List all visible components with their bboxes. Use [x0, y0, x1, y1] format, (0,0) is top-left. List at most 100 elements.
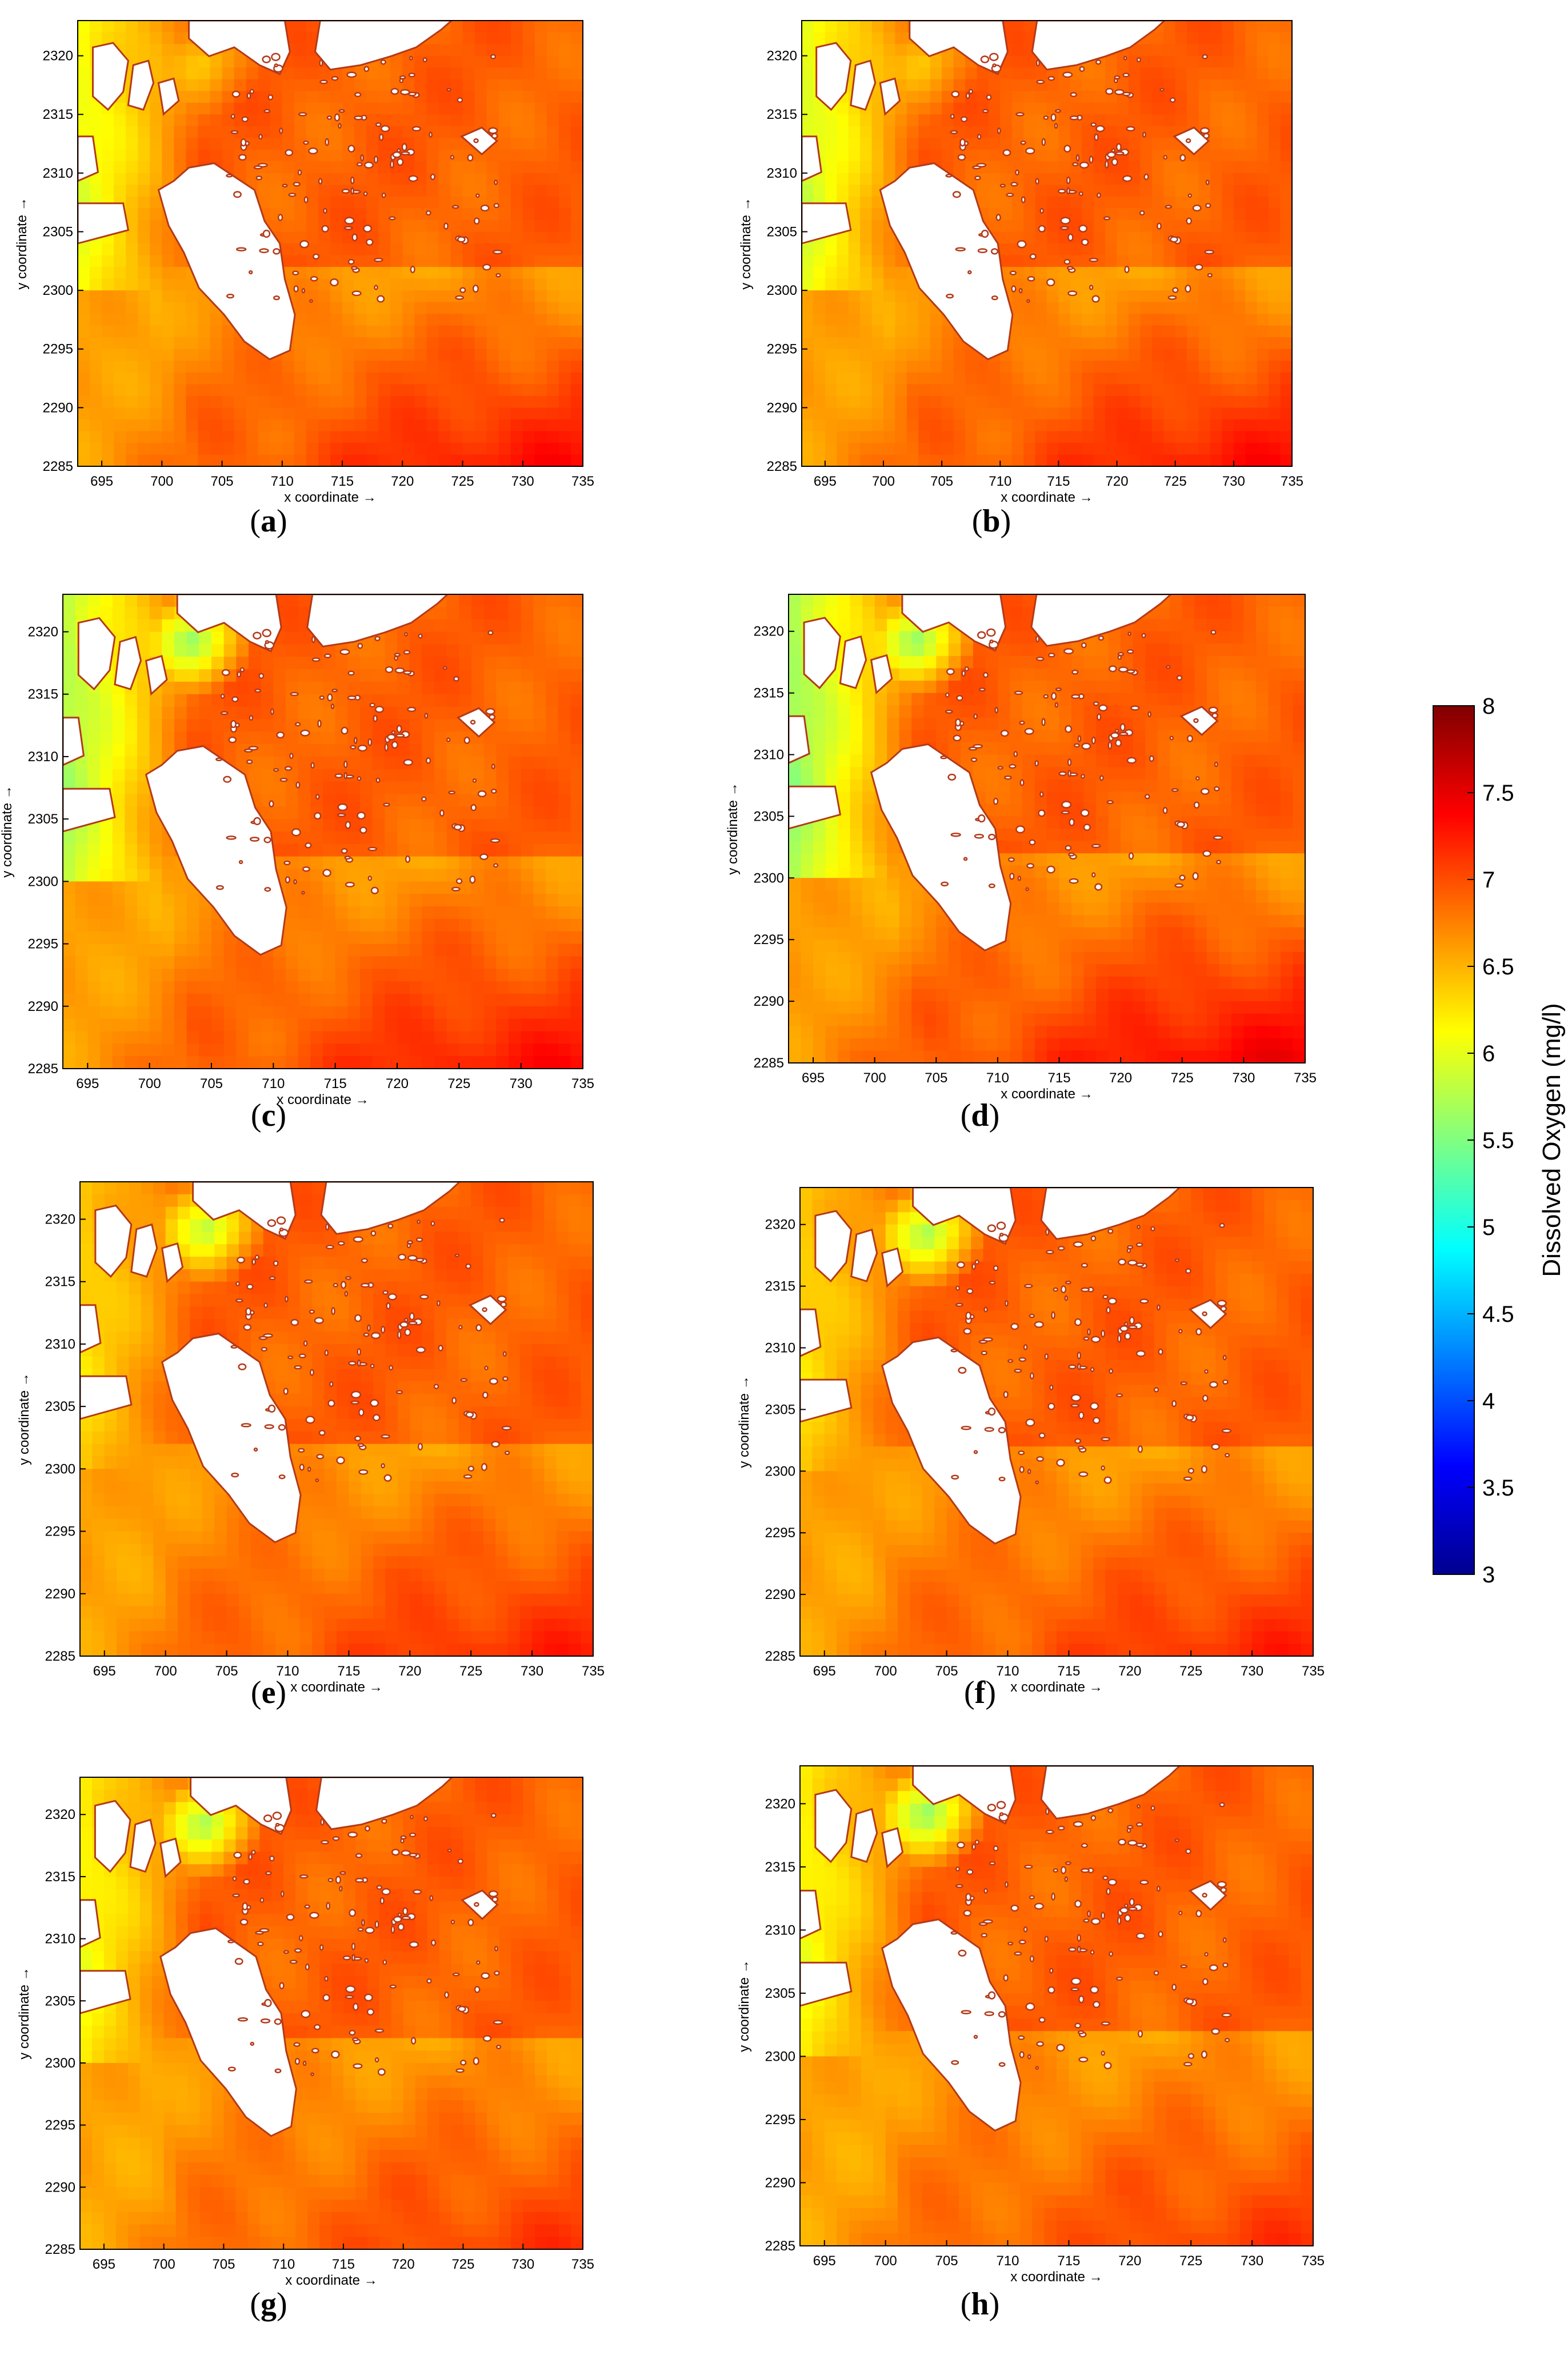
- colorbar-tick-label: 3: [1482, 1562, 1495, 1588]
- panel-c: 695 700 705 710 715 720 725 730 735 2285 2290 2295 2…: [0, 594, 594, 1107]
- y-tick-label: 2305: [754, 809, 784, 824]
- y-axis-label: y coordinate →: [738, 197, 754, 289]
- x-tick-label: 720: [1106, 474, 1129, 489]
- panel-letter: c: [261, 1098, 276, 1133]
- y-tick-label: 2305: [43, 224, 73, 239]
- x-tick-label: 710: [996, 2253, 1019, 2269]
- panel-letter: f: [974, 1675, 986, 1710]
- x-tick-label: 725: [451, 474, 474, 489]
- plot-frame: [801, 20, 1293, 467]
- y-tick-label: 2295: [45, 1524, 75, 1540]
- x-tick-label: 715: [337, 1664, 360, 1679]
- x-tick-label: 705: [200, 1076, 223, 1091]
- x-tick-label: 735: [1281, 474, 1303, 489]
- plot-frame: [79, 1181, 594, 1657]
- x-tick-label: 715: [332, 2257, 355, 2272]
- y-tick-label: 2320: [45, 1807, 75, 1822]
- y-tick-label: 2300: [45, 2056, 75, 2071]
- x-tick-label: 730: [1222, 474, 1245, 489]
- y-tick-label: 2290: [754, 994, 784, 1009]
- x-tick-label: 710: [271, 474, 294, 489]
- y-tick-label: 2295: [767, 342, 797, 357]
- do-field: [78, 21, 583, 466]
- panel-letter: b: [982, 503, 1001, 539]
- y-tick-label: 2305: [765, 1402, 795, 1417]
- x-tick-label: 715: [1057, 1664, 1080, 1679]
- y-tick-label: 2290: [45, 2180, 75, 2195]
- x-tick-label: 705: [212, 2257, 235, 2272]
- x-tick-label: 700: [872, 474, 895, 489]
- x-tick-label: 735: [571, 474, 594, 489]
- colorbar-tick-label: 5: [1482, 1215, 1495, 1240]
- x-tick-label: 715: [331, 474, 354, 489]
- colorbar-tick-label: 6: [1482, 1041, 1495, 1066]
- colorbar: 8 7.5 7 6.5 6 5.5 5 4.5 4 3.5 3 Dissolved Oxygen (m…: [1433, 694, 1566, 1588]
- plot-frame: [79, 1777, 583, 2250]
- y-tick-label: 2290: [767, 400, 797, 415]
- colorbar-tick-label: 7.5: [1482, 781, 1514, 806]
- y-tick-label: 2290: [43, 400, 73, 415]
- colorbar-tick-label: 7: [1482, 867, 1495, 893]
- do-field: [63, 594, 583, 1069]
- x-tick-label: 695: [90, 474, 113, 489]
- colorbar-tick-label: 8: [1482, 694, 1495, 719]
- y-tick-label: 2300: [765, 1464, 795, 1479]
- land: [78, 21, 503, 361]
- y-tick-label: 2305: [28, 811, 58, 827]
- x-tick-label: 725: [1164, 474, 1187, 489]
- x-tick-label: 725: [447, 1076, 470, 1091]
- x-tick-label: 730: [510, 1076, 533, 1091]
- y-tick-label: 2320: [754, 624, 784, 639]
- y-axis-label: y coordinate →: [17, 1373, 32, 1465]
- panel-letter: g: [261, 2286, 277, 2322]
- y-axis-label: y coordinate →: [737, 1960, 752, 2052]
- y-axis-label: y coordinate →: [737, 1376, 752, 1468]
- panel-e: 695 700 705 710 715 720 725 730 735 2285 2290 2295 2…: [17, 1181, 605, 1695]
- y-tick-label: 2300: [765, 2049, 795, 2064]
- colorbar-title: Dissolved Oxygen (mg/l): [1538, 1003, 1566, 1277]
- x-tick-label: 695: [76, 1076, 99, 1091]
- y-tick-label: 2295: [754, 932, 784, 947]
- y-tick-label: 2300: [28, 874, 58, 889]
- x-tick-label: 735: [1294, 1070, 1317, 1086]
- panel-caption: (h): [960, 2286, 1000, 2322]
- x-tick-label: 720: [392, 2257, 415, 2272]
- panel-g: 695 700 705 710 715 720 725 730 735 2285 2290 2295 2…: [17, 1777, 594, 2288]
- y-tick-label: 2305: [767, 224, 797, 239]
- x-tick-label: 705: [935, 1664, 958, 1679]
- x-tick-label: 720: [1118, 1664, 1141, 1679]
- plot-frame: [77, 20, 583, 467]
- x-tick-label: 720: [398, 1664, 421, 1679]
- y-tick-label: 2290: [45, 1586, 75, 1602]
- colorbar-tick-label: 6.5: [1482, 954, 1514, 979]
- y-tick-label: 2295: [43, 342, 73, 357]
- panel-a: 695 700 705 710 715 720 725 730 735 2285 2290 2295 2…: [14, 20, 594, 505]
- x-tick-label: 730: [1241, 2253, 1263, 2269]
- x-axis-label: x coordinate →: [1010, 1680, 1102, 1695]
- x-tick-label: 720: [1118, 2253, 1141, 2269]
- y-tick-label: 2300: [45, 1461, 75, 1477]
- x-tick-label: 725: [1171, 1070, 1194, 1086]
- y-tick-label: 2290: [765, 1587, 795, 1602]
- y-tick-label: 2300: [767, 283, 797, 298]
- x-tick-label: 700: [863, 1070, 886, 1086]
- x-tick-label: 735: [1302, 1664, 1325, 1679]
- y-tick-label: 2285: [754, 1055, 784, 1071]
- y-tick-label: 2285: [45, 2242, 75, 2257]
- land: [80, 1777, 503, 2137]
- y-axis-label: y coordinate →: [14, 197, 30, 289]
- x-tick-label: 735: [571, 1076, 594, 1091]
- y-tick-label: 2285: [765, 2238, 795, 2254]
- panel-h: 695 700 705 710 715 720 725 730 735 2285 2290 2295 2…: [737, 1765, 1325, 2285]
- x-tick-label: 705: [925, 1070, 947, 1086]
- x-tick-label: 705: [930, 474, 953, 489]
- colorbar-tick-label: 4: [1482, 1389, 1495, 1414]
- panel-caption: (f): [964, 1675, 996, 1710]
- x-tick-label: 725: [1179, 2253, 1202, 2269]
- y-tick-label: 2285: [765, 1649, 795, 1664]
- x-tick-label: 720: [391, 474, 414, 489]
- x-tick-label: 715: [1048, 1070, 1071, 1086]
- y-tick-label: 2320: [765, 1217, 795, 1233]
- plot-frame: [788, 594, 1306, 1063]
- y-tick-label: 2285: [767, 459, 797, 474]
